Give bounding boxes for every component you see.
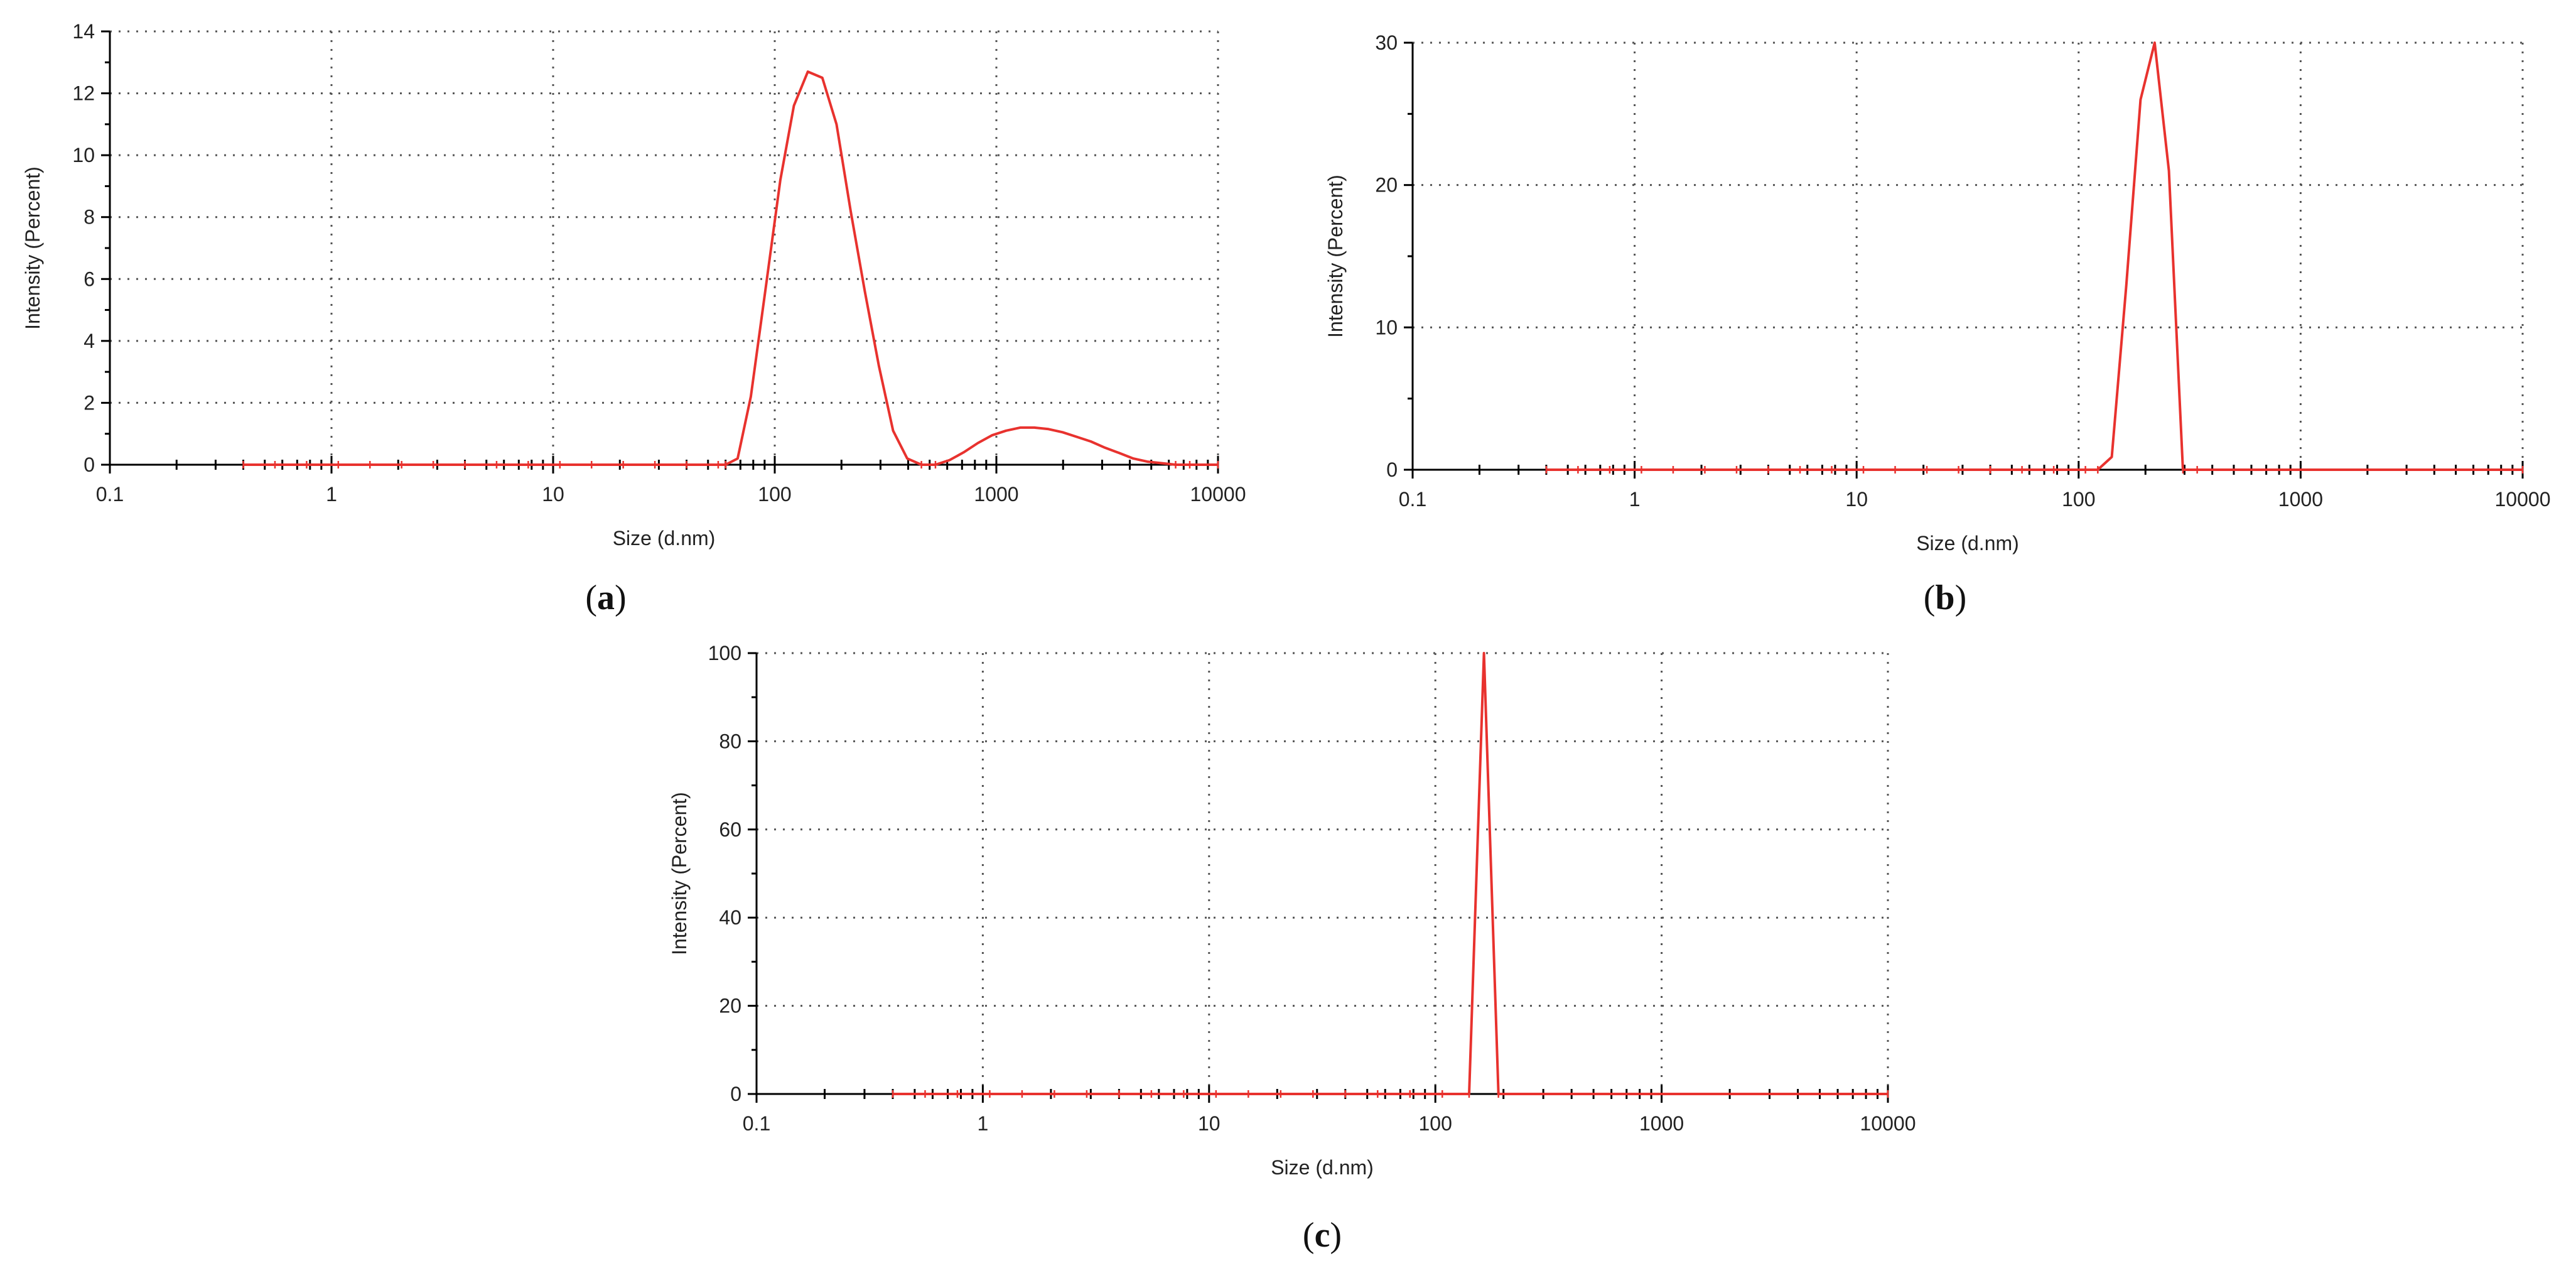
x-axis-title: Size (d.nm) xyxy=(613,527,716,549)
x-axis-title: Size (d.nm) xyxy=(1916,532,2019,555)
y-tick-label: 4 xyxy=(84,330,95,352)
x-axis-title: Size (d.nm) xyxy=(1271,1156,1374,1179)
x-tick-label: 10 xyxy=(1845,488,1868,511)
y-tick-label: 20 xyxy=(719,995,741,1017)
y-tick-label: 60 xyxy=(719,818,741,841)
intensity-series-line xyxy=(243,70,1218,466)
panel-label: (b) xyxy=(1924,578,1966,617)
chart-panel-b: 0.1 1 10 100 1000 10000 0 10 20 30 Size (d.nm) Inte… xyxy=(1324,31,2550,617)
y-axis-title: Intensity (Percent) xyxy=(21,166,44,330)
x-tick-label: 1000 xyxy=(2278,488,2323,511)
y-tick-label: 0 xyxy=(1386,458,1398,481)
y-axis-title: Intensity (Percent) xyxy=(1324,175,1347,338)
x-tick-label: 0.1 xyxy=(1399,488,1426,511)
x-tick-label: 1 xyxy=(978,1112,989,1135)
x-tick-label: 1 xyxy=(326,483,337,506)
y-tick-label: 6 xyxy=(84,268,95,290)
x-tick-label: 10000 xyxy=(2495,488,2551,511)
x-tick-label: 100 xyxy=(758,483,791,506)
y-tick-label: 8 xyxy=(84,206,95,229)
x-tick-label: 10000 xyxy=(1860,1112,1916,1135)
x-tick-label: 10 xyxy=(542,483,564,506)
y-axis-title: Intensity (Percent) xyxy=(668,792,691,955)
y-tick-label: 40 xyxy=(719,906,741,929)
panel-label: (c) xyxy=(1303,1216,1342,1255)
x-tick-label: 100 xyxy=(1419,1112,1452,1135)
x-tick-label: 0.1 xyxy=(96,483,124,506)
y-tick-label: 14 xyxy=(72,20,95,43)
y-tick-label: 12 xyxy=(72,82,95,105)
chart-panel-a: 0.1 1 10 100 1000 10000 0 2 4 6 8 10 12 14 Size (d.nm)… xyxy=(21,20,1246,617)
y-tick-label: 20 xyxy=(1375,174,1398,197)
intensity-series-line xyxy=(893,652,1888,1095)
y-tick-label: 100 xyxy=(708,642,741,664)
y-tick-label: 30 xyxy=(1375,31,1398,54)
intensity-series-line xyxy=(1546,41,2523,471)
x-tick-label: 1000 xyxy=(974,483,1018,506)
x-tick-label: 10 xyxy=(1198,1112,1221,1135)
chart-panel-c: 0.1 1 10 100 1000 10000 0 20 40 60 80 100 Size (d.nm… xyxy=(668,642,1916,1255)
y-tick-label: 0 xyxy=(84,453,95,476)
x-tick-label: 10000 xyxy=(1190,483,1246,506)
y-tick-label: 10 xyxy=(72,144,95,166)
x-tick-label: 1 xyxy=(1629,488,1641,511)
y-tick-label: 2 xyxy=(84,391,95,414)
y-tick-label: 80 xyxy=(719,730,741,752)
x-tick-label: 0.1 xyxy=(743,1112,770,1135)
x-tick-label: 100 xyxy=(2062,488,2095,511)
y-tick-label: 0 xyxy=(730,1083,741,1105)
y-tick-label: 10 xyxy=(1375,316,1398,338)
panel-label: (a) xyxy=(585,578,626,617)
x-tick-label: 1000 xyxy=(1639,1112,1684,1135)
